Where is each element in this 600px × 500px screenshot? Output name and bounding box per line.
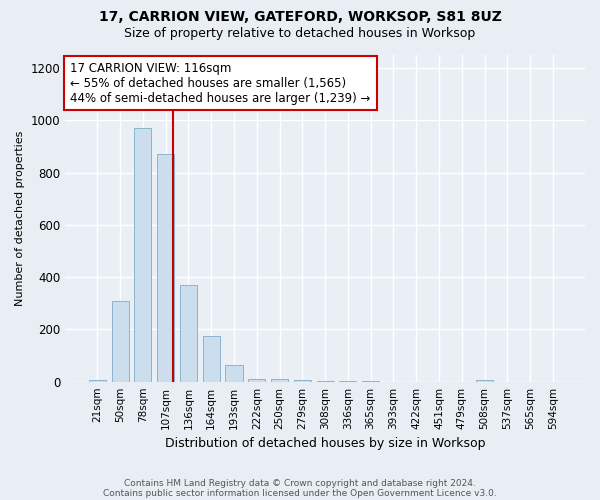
Text: Size of property relative to detached houses in Worksop: Size of property relative to detached ho… [124,28,476,40]
Y-axis label: Number of detached properties: Number of detached properties [15,130,25,306]
Bar [248,379,265,382]
Text: 17 CARRION VIEW: 116sqm
← 55% of detached houses are smaller (1,565)
44% of semi: 17 CARRION VIEW: 116sqm ← 55% of detache… [70,62,371,104]
Bar [157,154,174,382]
Bar [317,381,334,382]
Text: Contains HM Land Registry data © Crown copyright and database right 2024.: Contains HM Land Registry data © Crown c… [124,478,476,488]
Bar [226,364,242,382]
Bar [134,128,151,382]
Bar [180,285,197,382]
Bar [476,380,493,382]
X-axis label: Distribution of detached houses by size in Worksop: Distribution of detached houses by size … [165,437,485,450]
Bar [112,300,128,382]
Bar [89,380,106,382]
Bar [203,336,220,382]
Text: Contains public sector information licensed under the Open Government Licence v3: Contains public sector information licen… [103,488,497,498]
Bar [340,381,356,382]
Bar [271,379,288,382]
Text: 17, CARRION VIEW, GATEFORD, WORKSOP, S81 8UZ: 17, CARRION VIEW, GATEFORD, WORKSOP, S81… [98,10,502,24]
Bar [294,380,311,382]
